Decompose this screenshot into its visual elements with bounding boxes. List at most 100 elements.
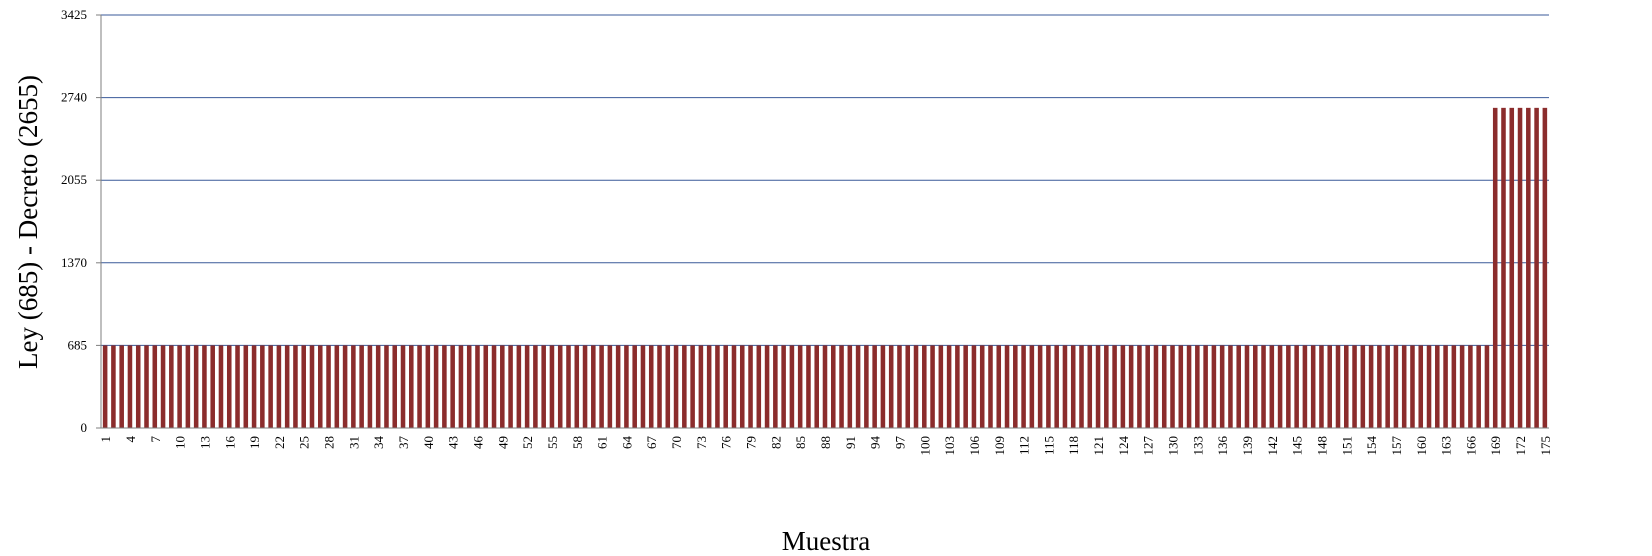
bar [922, 345, 927, 428]
x-tick-label: 40 [421, 436, 436, 449]
x-tick-label: 148 [1314, 436, 1329, 456]
bar [1492, 107, 1498, 428]
bar [1385, 345, 1390, 428]
bar [1161, 345, 1167, 428]
bar [1418, 345, 1424, 428]
bar [1501, 107, 1506, 428]
bar [235, 345, 240, 428]
bar [773, 345, 778, 428]
x-tick-label: 31 [346, 436, 361, 449]
bar [135, 345, 141, 428]
x-tick-label: 157 [1389, 436, 1404, 456]
bar [1443, 345, 1448, 428]
x-tick-label: 55 [545, 436, 560, 449]
x-tick-label: 163 [1439, 436, 1454, 456]
bar [251, 345, 257, 428]
x-tick-label: 13 [197, 436, 212, 449]
x-tick-label: 58 [570, 436, 585, 449]
bar [1451, 345, 1457, 428]
x-tick-label: 172 [1513, 436, 1528, 456]
bar [1079, 345, 1084, 428]
bar [880, 345, 886, 428]
bar [202, 345, 207, 428]
x-tick-label: 130 [1166, 436, 1181, 456]
bar [342, 345, 348, 428]
bar [1120, 345, 1126, 428]
y-tick-label: 0 [81, 420, 88, 435]
x-tick-label: 70 [669, 436, 684, 449]
y-tick-label: 1370 [61, 255, 87, 270]
x-tick-labels: 1 4 7 10 13 16 19 22 25 28 31 34 37 40 43 46 49 52 55 58 61 6… [98, 436, 1553, 456]
x-tick-label: 16 [222, 436, 237, 450]
bar [789, 345, 795, 428]
bar [268, 345, 273, 428]
bar [905, 345, 911, 428]
bar [591, 345, 596, 428]
bar [913, 345, 919, 428]
bar [226, 345, 232, 428]
bar [102, 345, 108, 428]
y-tick-label: 2740 [61, 90, 87, 105]
bar [119, 345, 124, 428]
bar [1112, 345, 1117, 428]
bar [491, 345, 497, 428]
bar [193, 345, 199, 428]
bar [458, 345, 464, 428]
bar [433, 345, 439, 428]
bar [210, 345, 215, 428]
y-tick-label: 2055 [61, 172, 87, 187]
bar [549, 345, 555, 428]
bar [657, 345, 662, 428]
bar [930, 345, 935, 428]
bar [1310, 345, 1316, 428]
y-axis-title: Ley (685) - Decreto (2655) [13, 75, 43, 369]
x-tick-label: 79 [744, 436, 759, 449]
bar [218, 345, 224, 428]
bar [1219, 345, 1225, 428]
bar [979, 345, 985, 428]
bar [946, 345, 952, 428]
bar [847, 345, 853, 428]
x-tick-label: 142 [1265, 436, 1280, 456]
bars [102, 107, 1548, 428]
bar [1360, 345, 1366, 428]
bar [400, 345, 406, 428]
bar [1211, 345, 1217, 428]
bar [359, 345, 364, 428]
bar [864, 345, 869, 428]
bar [524, 345, 530, 428]
x-tick-label: 43 [446, 436, 461, 449]
x-tick-label: 145 [1290, 436, 1305, 456]
x-tick-label: 37 [396, 436, 411, 450]
x-tick-label: 73 [694, 436, 709, 449]
bar [1244, 345, 1250, 428]
bar [855, 345, 861, 428]
bar [1021, 345, 1026, 428]
bar [1542, 107, 1548, 428]
bar [1352, 345, 1357, 428]
x-tick-label: 85 [793, 436, 808, 449]
x-tick-label: 1 [98, 436, 113, 443]
x-tick-label: 139 [1240, 436, 1255, 456]
bar [1195, 345, 1200, 428]
bar [260, 345, 265, 428]
bar [466, 345, 472, 428]
bar [483, 345, 489, 428]
bar [1137, 345, 1142, 428]
x-tick-label: 127 [1141, 436, 1156, 456]
x-tick-label: 4 [123, 436, 138, 443]
x-tick-label: 49 [495, 436, 510, 449]
bar [1054, 345, 1059, 428]
bar [632, 345, 637, 428]
bar [309, 345, 315, 428]
x-tick-label: 169 [1488, 436, 1503, 456]
bar [1401, 345, 1407, 428]
bar [839, 345, 844, 428]
x-tick-label: 151 [1339, 436, 1354, 456]
x-tick-label: 115 [1041, 436, 1056, 455]
bar [615, 345, 621, 428]
x-tick-label: 10 [173, 436, 188, 449]
x-tick-label: 160 [1414, 436, 1429, 456]
bar [1368, 345, 1374, 428]
